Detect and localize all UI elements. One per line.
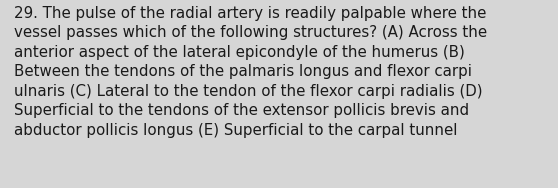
Text: 29. The pulse of the radial artery is readily palpable where the
vessel passes w: 29. The pulse of the radial artery is re… [14,6,487,138]
